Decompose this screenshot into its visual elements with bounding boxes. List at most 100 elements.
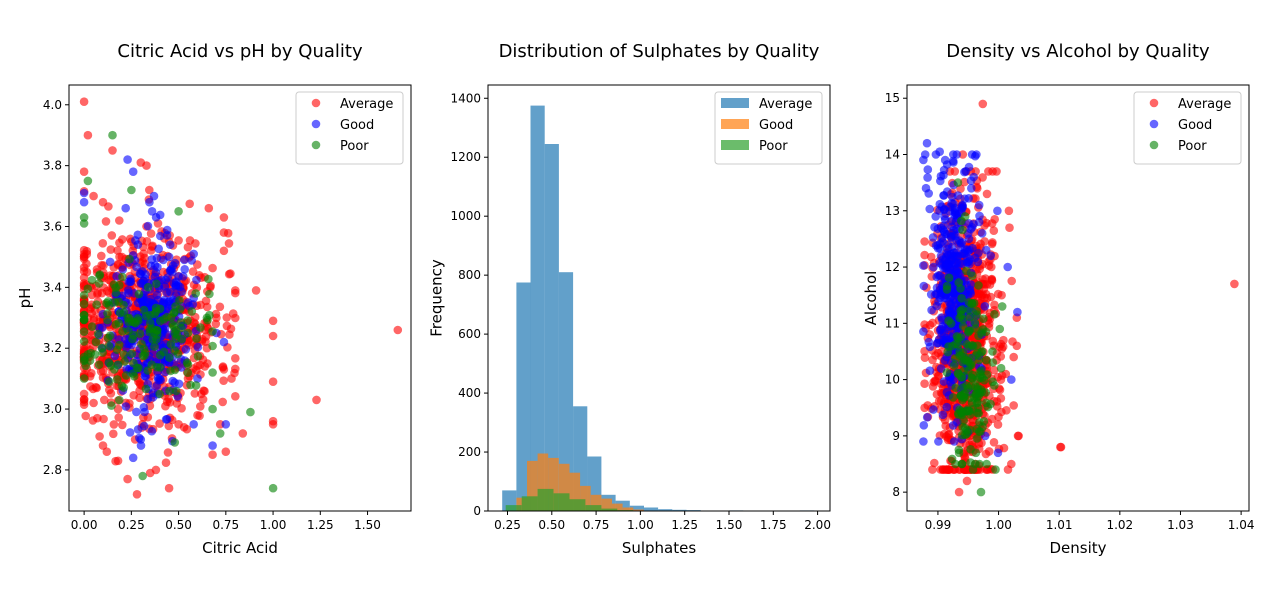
- data-point: [964, 328, 973, 337]
- data-point: [965, 406, 974, 416]
- data-point: [193, 352, 203, 361]
- data-point: [115, 340, 124, 350]
- data-point: [134, 363, 143, 373]
- data-point: [942, 387, 952, 397]
- data-point: [964, 257, 974, 266]
- legend-marker-good: [311, 119, 321, 129]
- data-point: [163, 273, 172, 282]
- data-point: [101, 217, 111, 226]
- data-point: [929, 405, 938, 414]
- data-point: [201, 296, 211, 306]
- data-point: [119, 350, 129, 359]
- data-point: [145, 185, 154, 195]
- data-point: [117, 252, 127, 262]
- x-tick-label: 0.75: [583, 518, 610, 532]
- data-point: [964, 306, 974, 315]
- data-point: [938, 233, 947, 243]
- data-point: [312, 395, 321, 405]
- data-point: [980, 302, 990, 311]
- data-point: [120, 357, 129, 366]
- data-point: [108, 130, 117, 140]
- data-point: [221, 420, 231, 429]
- data-point: [146, 261, 156, 271]
- y-tick-label: 10: [885, 373, 900, 387]
- histogram-bar: [548, 457, 559, 511]
- data-point: [971, 382, 980, 392]
- data-point: [170, 346, 179, 355]
- data-point: [938, 465, 947, 474]
- data-point: [948, 393, 958, 402]
- data-point: [919, 281, 929, 291]
- data-point: [123, 286, 133, 295]
- legend-swatch-average: [721, 98, 749, 108]
- data-point: [215, 302, 225, 312]
- data-point: [110, 298, 120, 307]
- data-point: [935, 258, 945, 268]
- data-point: [183, 298, 193, 307]
- data-point: [156, 231, 165, 241]
- data-point: [942, 248, 952, 258]
- plot-area: [79, 97, 403, 499]
- y-tick-label: 3.4: [43, 280, 62, 294]
- data-point: [140, 351, 149, 361]
- data-point: [218, 397, 227, 407]
- y-axis-label: pH: [16, 288, 34, 309]
- data-point: [958, 150, 968, 159]
- data-point: [1001, 369, 1011, 379]
- data-point: [999, 335, 1008, 345]
- chart-title: Distribution of Sulphates by Quality: [499, 41, 820, 62]
- data-point: [942, 402, 952, 412]
- y-axis-label: Frequency: [428, 259, 446, 337]
- data-point: [268, 420, 278, 429]
- data-point: [961, 276, 970, 286]
- data-point: [143, 282, 153, 292]
- data-point: [923, 165, 933, 174]
- data-point: [138, 471, 147, 481]
- x-tick-label: 1.02: [1106, 518, 1133, 532]
- data-point: [925, 204, 934, 214]
- data-point: [113, 360, 123, 369]
- data-point: [973, 408, 982, 418]
- data-point: [124, 277, 133, 287]
- legend-box: [1133, 91, 1242, 165]
- histogram-bar: [615, 500, 630, 511]
- data-point: [170, 365, 180, 375]
- histogram-bar: [558, 463, 570, 511]
- data-point: [995, 324, 1005, 334]
- data-point: [951, 383, 960, 393]
- data-point: [974, 355, 984, 365]
- data-point: [987, 262, 996, 272]
- data-point: [944, 273, 954, 283]
- x-tick-label: 1.75: [760, 518, 787, 532]
- y-tick-label: 4.0: [43, 98, 62, 112]
- data-point: [94, 279, 104, 288]
- data-point: [268, 331, 278, 341]
- data-point: [1004, 206, 1014, 216]
- data-point: [197, 389, 206, 399]
- data-point: [222, 321, 232, 331]
- legend-label-average: Average: [759, 97, 812, 112]
- data-point: [965, 287, 975, 296]
- data-point: [93, 329, 103, 339]
- data-point: [147, 360, 156, 370]
- data-point: [93, 413, 102, 423]
- data-point: [934, 437, 943, 446]
- legend-marker-average: [311, 98, 321, 108]
- data-point: [202, 313, 212, 323]
- data-point: [79, 310, 89, 320]
- data-point: [102, 447, 112, 457]
- data-point: [98, 239, 108, 248]
- data-point: [967, 358, 976, 368]
- data-point: [79, 327, 89, 337]
- data-point: [129, 372, 139, 381]
- x-axis-label: Sulphates: [622, 539, 697, 557]
- data-point: [991, 465, 1000, 474]
- data-point: [951, 339, 960, 349]
- data-point: [174, 420, 183, 429]
- data-point: [238, 429, 248, 438]
- data-point: [962, 476, 972, 486]
- data-point: [100, 395, 109, 405]
- data-point: [941, 421, 950, 431]
- x-tick-label: 0.25: [494, 518, 521, 532]
- legend-label-poor: Poor: [1178, 139, 1207, 154]
